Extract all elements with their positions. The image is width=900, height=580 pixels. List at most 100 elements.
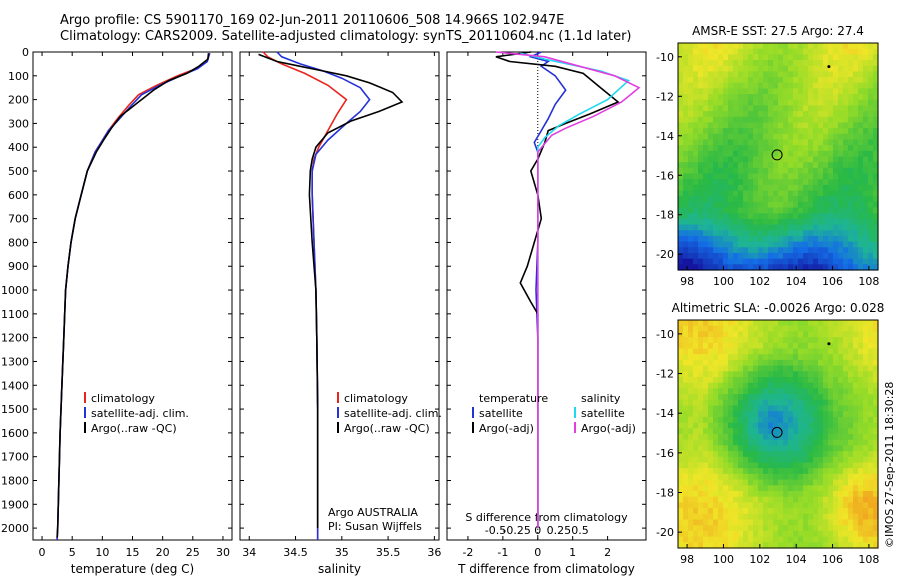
map-cell: [853, 207, 859, 214]
map-cell: [868, 496, 874, 503]
map-cell: [868, 133, 874, 141]
map-cell: [858, 422, 864, 429]
map-cell: [708, 325, 714, 332]
map-cell: [768, 111, 774, 118]
map-cell: [718, 519, 724, 526]
map-cell: [763, 247, 769, 254]
map-cell: [733, 422, 739, 429]
map-cell: [683, 405, 689, 412]
map-cell: [783, 54, 789, 61]
map-cell: [678, 116, 684, 124]
map-cell: [843, 218, 849, 226]
map-cell: [818, 434, 824, 441]
map-cell: [843, 371, 849, 378]
map-cell: [738, 359, 744, 367]
map-cell: [698, 342, 704, 350]
map-cell: [778, 60, 784, 67]
map-cell: [768, 54, 774, 61]
map-cell: [833, 485, 839, 492]
map-cell: [683, 247, 689, 254]
map-cell: [818, 451, 824, 458]
map-cell: [798, 325, 804, 332]
map-cell: [818, 82, 824, 89]
map-cell: [793, 359, 799, 367]
map-cell: [823, 342, 829, 350]
map-cell: [723, 88, 729, 95]
map-cell: [768, 94, 774, 101]
map-cell: [803, 247, 809, 254]
map-cell: [773, 252, 779, 260]
map-cell: [803, 485, 809, 492]
map-cell: [748, 394, 754, 401]
map-cell: [803, 354, 809, 361]
map-cell: [718, 150, 724, 158]
map-cell: [863, 99, 869, 107]
map-cell: [778, 354, 784, 361]
map-cell: [828, 179, 834, 186]
map-cell: [743, 122, 749, 129]
map-cell: [848, 48, 854, 55]
map-cell: [763, 331, 769, 338]
map-cell: [803, 342, 809, 350]
map-cell: [778, 167, 784, 175]
map-cell: [743, 264, 749, 271]
map-cell: [748, 252, 754, 260]
map-cell: [838, 122, 844, 129]
map-cell: [863, 525, 869, 532]
map-cell: [723, 207, 729, 214]
map-cell: [813, 213, 819, 220]
map-cell: [778, 139, 784, 146]
map-cell: [743, 65, 749, 72]
y-tick-label: -12: [656, 368, 674, 381]
map-cell: [748, 190, 754, 197]
map-cell: [773, 428, 779, 435]
map-cell: [748, 60, 754, 67]
map-cell: [693, 519, 699, 526]
map-cell: [718, 422, 724, 429]
map-cell: [738, 94, 744, 101]
y-tick-label: 100: [8, 70, 29, 83]
map-cell: [783, 508, 789, 515]
map-cell: [698, 230, 704, 237]
map-cell: [718, 179, 724, 186]
map-cell: [723, 167, 729, 175]
map-cell: [823, 451, 829, 458]
map-cell: [793, 491, 799, 498]
map-cell: [863, 82, 869, 89]
map-cell: [773, 111, 779, 118]
map-cell: [708, 162, 714, 169]
map-cell: [768, 382, 774, 389]
map-cell: [708, 218, 714, 226]
panel-difference: -2 -1 0 1 2-0.5-0.25 0 0.25 0.5S difference fro…: [446, 51, 647, 576]
map-cell: [703, 377, 709, 384]
map-cell: [793, 394, 799, 401]
map-cell: [763, 48, 769, 55]
map-cell: [823, 525, 829, 532]
map-cell: [868, 519, 874, 526]
map-cell: [713, 43, 719, 50]
map-cell: [678, 496, 684, 503]
map-cell: [728, 428, 734, 435]
map-cell: [738, 508, 744, 515]
map-cell: [738, 331, 744, 338]
map-cell: [793, 207, 799, 214]
map-cell: [708, 77, 714, 84]
map-cell: [748, 82, 754, 89]
map-cell: [863, 264, 869, 271]
map-cell: [833, 525, 839, 532]
map-cell: [723, 213, 729, 220]
map-cell: [858, 416, 864, 424]
map-cell: [843, 354, 849, 361]
map-cell: [748, 43, 754, 50]
map-cell: [828, 382, 834, 389]
map-cell: [683, 416, 689, 424]
map-cell: [733, 116, 739, 124]
map-cell: [763, 530, 769, 538]
map-cell: [838, 145, 844, 152]
map-cell: [708, 201, 714, 209]
map-cell: [738, 416, 744, 424]
map-cell: [693, 468, 699, 475]
map-cell: [793, 485, 799, 492]
map-cell: [793, 201, 799, 209]
map-cell: [828, 162, 834, 169]
